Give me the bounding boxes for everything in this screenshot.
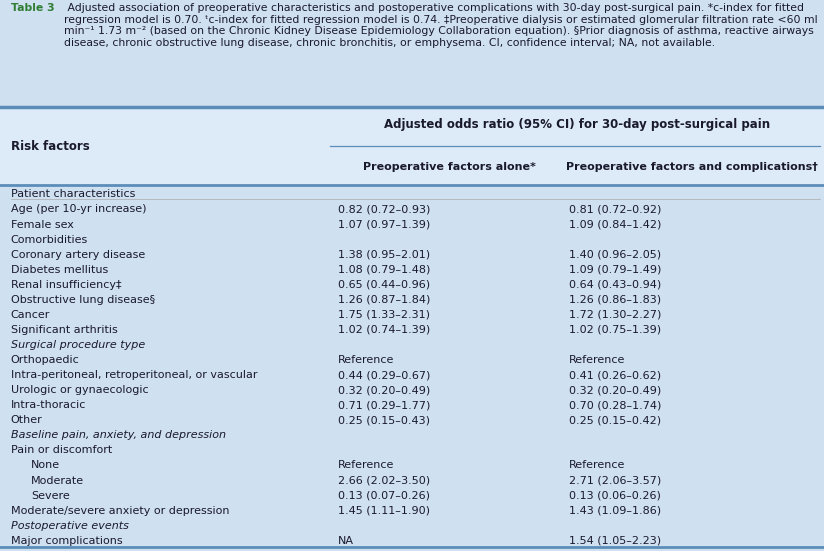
Text: 0.71 (0.29–1.77): 0.71 (0.29–1.77) bbox=[338, 400, 430, 410]
Text: Reference: Reference bbox=[338, 355, 394, 365]
Text: 1.54 (1.05–2.23): 1.54 (1.05–2.23) bbox=[569, 536, 661, 545]
Text: 1.72 (1.30–2.27): 1.72 (1.30–2.27) bbox=[569, 310, 661, 320]
Text: Moderate/severe anxiety or depression: Moderate/severe anxiety or depression bbox=[11, 506, 229, 516]
Text: 2.71 (2.06–3.57): 2.71 (2.06–3.57) bbox=[569, 476, 661, 485]
Text: Obstructive lung disease§: Obstructive lung disease§ bbox=[11, 295, 155, 305]
Text: Surgical procedure type: Surgical procedure type bbox=[11, 340, 145, 350]
Text: 0.64 (0.43–0.94): 0.64 (0.43–0.94) bbox=[569, 280, 661, 290]
Text: Baseline pain, anxiety, and depression: Baseline pain, anxiety, and depression bbox=[11, 430, 226, 440]
Text: 1.09 (0.79–1.49): 1.09 (0.79–1.49) bbox=[569, 264, 661, 275]
Text: Moderate: Moderate bbox=[31, 476, 84, 485]
Text: 1.02 (0.75–1.39): 1.02 (0.75–1.39) bbox=[569, 325, 661, 335]
Text: NA: NA bbox=[338, 536, 353, 545]
Text: 1.02 (0.74–1.39): 1.02 (0.74–1.39) bbox=[338, 325, 430, 335]
Text: 0.13 (0.07–0.26): 0.13 (0.07–0.26) bbox=[338, 490, 430, 500]
Text: Reference: Reference bbox=[569, 355, 625, 365]
Text: 0.32 (0.20–0.49): 0.32 (0.20–0.49) bbox=[569, 385, 661, 395]
Text: 0.44 (0.29–0.67): 0.44 (0.29–0.67) bbox=[338, 370, 430, 380]
Text: Renal insufficiency‡: Renal insufficiency‡ bbox=[11, 280, 121, 290]
Text: Major complications: Major complications bbox=[11, 536, 122, 545]
Text: 1.26 (0.87–1.84): 1.26 (0.87–1.84) bbox=[338, 295, 430, 305]
Text: 0.25 (0.15–0.42): 0.25 (0.15–0.42) bbox=[569, 415, 661, 425]
Text: Comorbidities: Comorbidities bbox=[11, 235, 88, 245]
Text: 1.40 (0.96–2.05): 1.40 (0.96–2.05) bbox=[569, 250, 661, 260]
Text: Reference: Reference bbox=[338, 461, 394, 471]
Text: Risk factors: Risk factors bbox=[11, 140, 90, 153]
Text: Urologic or gynaecologic: Urologic or gynaecologic bbox=[11, 385, 148, 395]
Text: 0.13 (0.06–0.26): 0.13 (0.06–0.26) bbox=[569, 490, 660, 500]
Text: Cancer: Cancer bbox=[11, 310, 50, 320]
Text: Diabetes mellitus: Diabetes mellitus bbox=[11, 264, 108, 275]
Text: Adjusted odds ratio (95% CI) for 30-day post-surgical pain: Adjusted odds ratio (95% CI) for 30-day … bbox=[384, 118, 770, 131]
FancyBboxPatch shape bbox=[0, 107, 824, 185]
Text: 1.26 (0.86–1.83): 1.26 (0.86–1.83) bbox=[569, 295, 661, 305]
Text: Intra-peritoneal, retroperitoneal, or vascular: Intra-peritoneal, retroperitoneal, or va… bbox=[11, 370, 257, 380]
Text: Intra-thoracic: Intra-thoracic bbox=[11, 400, 86, 410]
Text: 1.75 (1.33–2.31): 1.75 (1.33–2.31) bbox=[338, 310, 430, 320]
Text: 1.38 (0.95–2.01): 1.38 (0.95–2.01) bbox=[338, 250, 430, 260]
Text: 1.43 (1.09–1.86): 1.43 (1.09–1.86) bbox=[569, 506, 661, 516]
Text: 0.82 (0.72–0.93): 0.82 (0.72–0.93) bbox=[338, 204, 430, 214]
Text: 0.32 (0.20–0.49): 0.32 (0.20–0.49) bbox=[338, 385, 430, 395]
Text: 2.66 (2.02–3.50): 2.66 (2.02–3.50) bbox=[338, 476, 430, 485]
Text: 0.41 (0.26–0.62): 0.41 (0.26–0.62) bbox=[569, 370, 661, 380]
Text: Reference: Reference bbox=[569, 461, 625, 471]
Text: Coronary artery disease: Coronary artery disease bbox=[11, 250, 145, 260]
Text: Pain or discomfort: Pain or discomfort bbox=[11, 445, 112, 456]
Text: 1.08 (0.79–1.48): 1.08 (0.79–1.48) bbox=[338, 264, 430, 275]
Text: 0.81 (0.72–0.92): 0.81 (0.72–0.92) bbox=[569, 204, 661, 214]
Text: Significant arthritis: Significant arthritis bbox=[11, 325, 118, 335]
Text: Patient characteristics: Patient characteristics bbox=[11, 190, 135, 199]
Text: None: None bbox=[31, 461, 60, 471]
Text: Postoperative events: Postoperative events bbox=[11, 521, 129, 531]
Text: 1.09 (0.84–1.42): 1.09 (0.84–1.42) bbox=[569, 219, 661, 230]
Text: Preoperative factors alone*: Preoperative factors alone* bbox=[363, 162, 536, 172]
Text: Preoperative factors and complications†: Preoperative factors and complications† bbox=[566, 162, 818, 172]
Text: 1.45 (1.11–1.90): 1.45 (1.11–1.90) bbox=[338, 506, 430, 516]
Text: Female sex: Female sex bbox=[11, 219, 73, 230]
Text: 0.25 (0.15–0.43): 0.25 (0.15–0.43) bbox=[338, 415, 430, 425]
Text: Other: Other bbox=[11, 415, 43, 425]
Text: Severe: Severe bbox=[31, 490, 70, 500]
Text: Table 3: Table 3 bbox=[11, 3, 54, 13]
Text: Age (per 10-yr increase): Age (per 10-yr increase) bbox=[11, 204, 146, 214]
Text: Adjusted association of preoperative characteristics and postoperative complicat: Adjusted association of preoperative cha… bbox=[64, 3, 818, 48]
Text: 0.70 (0.28–1.74): 0.70 (0.28–1.74) bbox=[569, 400, 661, 410]
Text: 1.07 (0.97–1.39): 1.07 (0.97–1.39) bbox=[338, 219, 430, 230]
Text: 0.65 (0.44–0.96): 0.65 (0.44–0.96) bbox=[338, 280, 430, 290]
Text: Orthopaedic: Orthopaedic bbox=[11, 355, 79, 365]
